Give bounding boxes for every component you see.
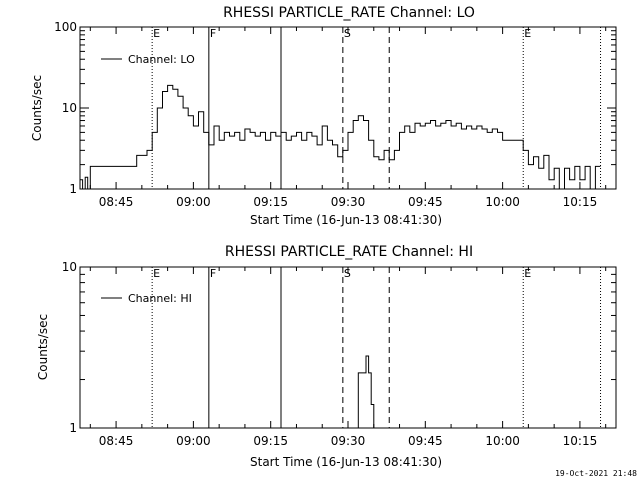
- hi-series-line: [353, 355, 375, 429]
- lo-y-axis-label: Counts/sec: [30, 75, 44, 141]
- lo-y-tick-label: 10: [62, 101, 77, 115]
- hi-x-tick-label: 09:45: [408, 434, 443, 448]
- hi-y-tick-label: 10: [62, 260, 77, 274]
- hi-y-tick-label: 1: [69, 421, 77, 435]
- hi-x-tick-label: 09:30: [331, 434, 366, 448]
- hi-channel-panel: RHESSI PARTICLE_RATE Channel: HI Counts/…: [36, 244, 617, 469]
- hi-chart-title: RHESSI PARTICLE_RATE Channel: HI: [225, 244, 473, 260]
- timestamp-stamp: 19-Oct-2021 21:48: [555, 469, 637, 478]
- lo-x-tick-label: 10:15: [563, 195, 598, 209]
- lo-x-axis-label: Start Time (16-Jun-13 08:41:30): [250, 213, 442, 227]
- lo-channel-panel: RHESSI PARTICLE_RATE Channel: LO Counts/…: [30, 5, 617, 227]
- hi-legend-label: Channel: HI: [128, 292, 192, 305]
- hi-x-tick-label: 09:15: [253, 434, 288, 448]
- hi-x-tick-label: 10:15: [563, 434, 598, 448]
- lo-marker-label: S: [344, 27, 351, 40]
- hi-x-axis-label: Start Time (16-Jun-13 08:41:30): [250, 455, 442, 469]
- hi-marker-label: S: [344, 267, 351, 280]
- lo-y-ticks: 1 10 100: [54, 20, 616, 196]
- lo-x-tick-label: 09:00: [176, 195, 211, 209]
- lo-y-tick-label: 100: [54, 20, 77, 34]
- lo-marker-label: F: [210, 27, 216, 40]
- hi-marker-label: E: [153, 267, 160, 280]
- lo-series-line: [80, 84, 601, 190]
- hi-y-ticks: 1 10: [62, 260, 616, 435]
- lo-x-tick-label: 09:45: [408, 195, 443, 209]
- lo-marker-label: E: [153, 27, 160, 40]
- lo-marker-label: E: [524, 27, 531, 40]
- hi-y-axis-label: Counts/sec: [36, 314, 50, 380]
- lo-y-tick-label: 1: [69, 182, 77, 196]
- hi-marker-label: F: [210, 267, 216, 280]
- lo-chart-title: RHESSI PARTICLE_RATE Channel: LO: [223, 5, 475, 21]
- hi-marker-label: E: [524, 267, 531, 280]
- lo-x-tick-label: 09:30: [331, 195, 366, 209]
- hi-x-tick-label: 10:00: [485, 434, 520, 448]
- hi-legend: Channel: HI: [101, 292, 192, 305]
- lo-legend-label: Channel: LO: [128, 53, 195, 66]
- lo-x-ticks: 08:45 09:00 09:15 09:30 09:45 10:00 10:15: [89, 27, 607, 209]
- lo-x-tick-label: 08:45: [99, 195, 134, 209]
- lo-x-tick-label: 09:15: [253, 195, 288, 209]
- hi-x-tick-label: 09:00: [176, 434, 211, 448]
- hi-x-ticks: 08:45 09:00 09:15 09:30 09:45 10:00 10:15: [89, 267, 607, 448]
- lo-x-tick-label: 10:00: [485, 195, 520, 209]
- hi-x-tick-label: 08:45: [99, 434, 134, 448]
- lo-legend: Channel: LO: [101, 53, 195, 66]
